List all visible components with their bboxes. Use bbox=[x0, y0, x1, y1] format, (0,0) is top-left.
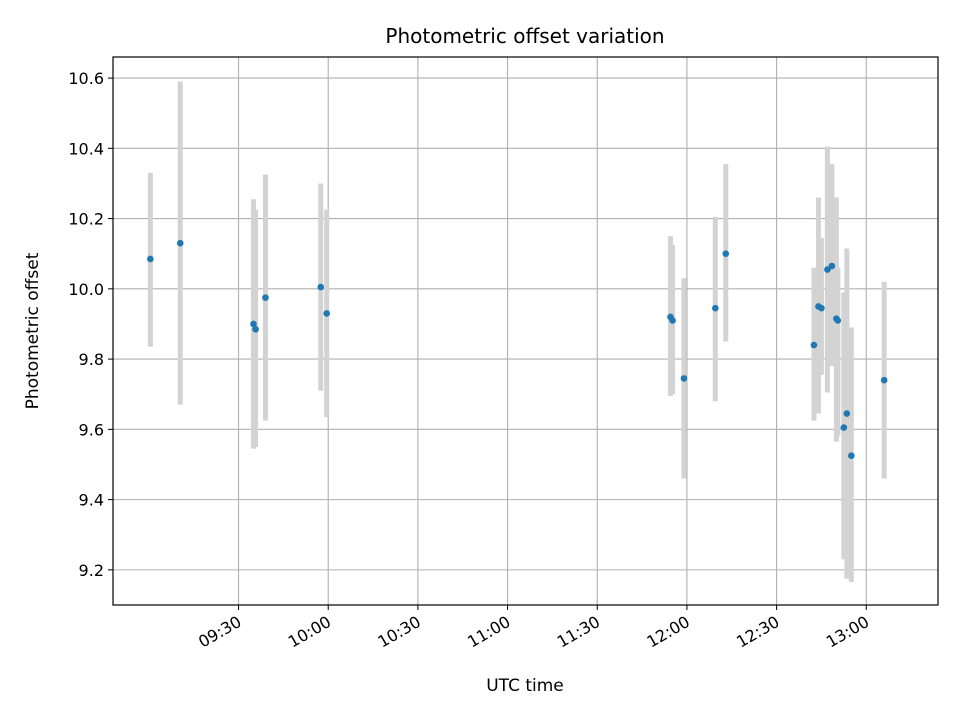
data-point bbox=[250, 320, 257, 328]
data-point bbox=[848, 452, 855, 460]
data-point bbox=[840, 424, 848, 431]
y-tick-label: 10.4 bbox=[68, 139, 104, 158]
grid bbox=[113, 57, 938, 605]
data-point bbox=[880, 376, 888, 384]
data-point bbox=[810, 341, 818, 349]
data-point bbox=[843, 410, 851, 417]
data-point bbox=[828, 262, 836, 270]
data-point bbox=[824, 266, 831, 273]
y-axis-title: Photometric offset bbox=[23, 252, 43, 409]
data-point bbox=[323, 310, 331, 317]
chart-title: Photometric offset variation bbox=[385, 24, 664, 48]
data-points bbox=[147, 239, 888, 460]
data-point bbox=[317, 283, 325, 291]
y-tick-label: 9.4 bbox=[79, 491, 104, 510]
y-tick-label: 9.8 bbox=[79, 350, 104, 369]
data-point bbox=[262, 294, 269, 301]
data-point bbox=[722, 250, 730, 258]
data-point bbox=[147, 255, 154, 263]
y-tick-label: 9.6 bbox=[79, 420, 104, 439]
data-point bbox=[252, 325, 259, 333]
plot-frame bbox=[112, 56, 939, 606]
y-tick-label: 10.6 bbox=[68, 69, 104, 88]
data-point bbox=[176, 239, 184, 247]
y-tick-label: 9.2 bbox=[79, 561, 104, 580]
y-tick-label: 10.2 bbox=[68, 210, 104, 229]
x-axis-title: UTC time bbox=[486, 676, 564, 696]
data-point bbox=[834, 317, 842, 324]
data-point bbox=[818, 304, 825, 312]
y-tick-label: 10.0 bbox=[68, 280, 104, 299]
data-point bbox=[669, 317, 676, 324]
data-point bbox=[680, 375, 688, 382]
data-point bbox=[712, 304, 719, 312]
